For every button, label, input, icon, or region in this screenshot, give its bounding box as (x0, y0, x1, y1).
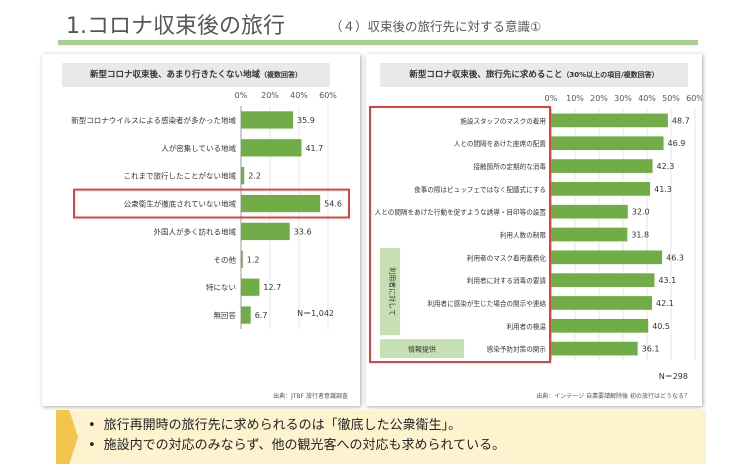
left-chart-bar (241, 278, 260, 296)
summary-box: 旅行再開時の旅行先に求められるのは「徹底した公衆衛生」。 施設内での対応のみなら… (56, 410, 706, 464)
right-chart-highlight-box (369, 106, 551, 363)
right-chart-bar (551, 136, 664, 151)
left-chart-bar (241, 139, 302, 157)
right-chart-x-tick-label: 40% (638, 94, 656, 103)
left-chart-category-label: 新型コロナウイルスによる感染者が多かった地域 (71, 115, 236, 125)
right-chart-category-label: 施設スタッフのマスクの着用 (460, 116, 546, 125)
title-underline (58, 40, 698, 45)
right-chart-value-label: 42.3 (657, 162, 675, 171)
left-chart-value-label: 1.2 (247, 255, 260, 264)
right-chart-x-tick-label: 60% (686, 94, 702, 103)
left-chart-value-label: 33.6 (294, 227, 312, 236)
left-bar-chart: 0% 20% 40% 60% 35.9 新型コロナウイルスによる感染者が多かった地域 41.… (71, 91, 350, 329)
left-chart-bar (241, 222, 290, 241)
right-chart-bar (551, 296, 653, 310)
summary-item: 旅行再開時の旅行先に求められるのは「徹底した公衆衛生」。 (88, 416, 505, 436)
left-chart-panel: 新型コロナ収束後、あまり行きたくない地域（複数回答） 0% 20% 40% 60% 35… (42, 54, 360, 406)
right-chart-bar (551, 113, 668, 128)
right-chart-panel: 新型コロナ収束後、旅行先に求めること（30%以上の項目/複数回答） 0% 10% 2… (366, 54, 702, 406)
right-chart-group-band (380, 247, 400, 336)
right-chart-category-label: 利用人数の制限 (500, 231, 547, 240)
right-chart-group-band (380, 339, 464, 358)
left-chart-title-note: （複数回答） (260, 71, 302, 79)
left-chart-category-label: 外国人が多く訪れる地域 (154, 226, 237, 236)
right-chart-category-label: 人との間隔をあけた座席の配置 (454, 139, 547, 148)
left-chart-bar (241, 250, 243, 268)
right-chart-bar (551, 159, 653, 173)
summary-item: 施設内での対応のみならず、他の観光客への対応も求められている。 (88, 436, 505, 456)
right-chart-bar (551, 182, 651, 196)
left-chart-value-label: 12.7 (263, 283, 281, 292)
left-chart-bar (241, 167, 245, 185)
left-chart-x-tick-label: 20% (261, 91, 279, 100)
left-chart-bar (241, 111, 294, 129)
page-title: 1.コロナ収束後の旅行 (66, 14, 285, 39)
left-chart-category-label: 特にない (206, 282, 236, 292)
left-chart-value-label: 6.7 (255, 311, 268, 320)
right-chart-x-tick-label: 50% (662, 94, 680, 103)
right-chart-title-note: （30%以上の項目/複数回答） (562, 71, 659, 79)
right-chart-category-label: 接触箇所の定期的な消毒 (473, 162, 546, 171)
left-chart-category-label: これまで旅行したことがない地域 (124, 171, 237, 181)
right-chart-bar (551, 341, 638, 356)
left-chart-value-label: 35.9 (297, 116, 315, 125)
right-chart-category-label: 食事の際はビュッフェではなく配膳式にする (414, 185, 546, 194)
title-bar: 1.コロナ収束後の旅行 （４）収束後の旅行先に対する意識① (58, 6, 718, 45)
right-chart-bar (551, 273, 655, 287)
left-chart-x-tick-label: 0% (235, 91, 248, 100)
left-chart-x-tick-label: 60% (319, 91, 337, 100)
right-chart-category-label: 利用者に感染が生じた場合の開示や連絡 (427, 299, 546, 308)
right-chart-n-label: N＝298 (659, 372, 688, 381)
right-chart-bar (551, 250, 663, 265)
right-chart-source: 出典：インテージ 自粛要請解除後 初の旅行はどうなる？ (536, 393, 690, 400)
left-chart-category-label: 無回答 (214, 310, 237, 320)
right-chart-value-label: 36.1 (642, 345, 660, 354)
left-chart-x-tick-label: 40% (290, 91, 308, 100)
right-chart-category-label: 利用者のマスク着用義務化 (467, 253, 547, 262)
right-chart-x-tick-label: 30% (614, 94, 632, 103)
right-chart-value-label: 40.5 (652, 322, 670, 331)
right-chart-title: 新型コロナ収束後、旅行先に求めること（30%以上の項目/複数回答） (380, 63, 688, 87)
right-chart-value-label: 48.7 (672, 116, 690, 125)
left-chart-value-label: 54.6 (324, 200, 342, 209)
right-chart-value-label: 32.0 (632, 208, 650, 217)
right-chart-bar (551, 318, 649, 333)
page-subtitle: （４）収束後の旅行先に対する意識① (330, 19, 542, 34)
right-chart-x-tick-label: 0% (545, 94, 558, 103)
left-chart-n-label: N＝1,042 (297, 309, 334, 318)
left-chart-category-label: 人が密集している地域 (161, 143, 236, 153)
left-chart-highlight-box (73, 188, 350, 219)
right-chart-group-label: 利用者に対して (388, 267, 397, 316)
left-chart-bar (241, 194, 321, 213)
right-chart-category-label: 利用者に対する消毒の要請 (467, 276, 547, 285)
left-chart-category-label: 公衆衛生が徹底されていない地域 (124, 199, 237, 209)
right-chart-value-label: 41.3 (654, 185, 672, 194)
left-chart-title-text: 新型コロナ収束後、あまり行きたくない地域 (89, 70, 260, 80)
left-chart-value-label: 41.7 (305, 144, 323, 153)
right-chart-bar (551, 227, 628, 242)
right-chart-value-label: 43.1 (658, 276, 676, 285)
right-chart-value-label: 46.3 (666, 253, 684, 262)
right-chart-value-label: 46.9 (668, 139, 686, 148)
right-chart-bar (551, 204, 628, 219)
left-chart-source: 出典：JTBF 旅行者意識調査 (273, 393, 348, 400)
right-chart-category-label: 利用者の検温 (506, 322, 546, 331)
left-chart-title: 新型コロナ収束後、あまり行きたくない地域（複数回答） (62, 63, 330, 87)
left-chart-bar (241, 306, 251, 324)
summary-arrow-icon (56, 410, 78, 464)
summary-list: 旅行再開時の旅行先に求められるのは「徹底した公衆衛生」。 施設内での対応のみなら… (88, 416, 505, 456)
right-chart-value-label: 31.8 (631, 231, 649, 240)
right-chart-title-text: 新型コロナ収束後、旅行先に求めること (409, 70, 563, 80)
right-bar-chart: 0% 10% 20% 30% 40% 50% 60% 48.7 施設スタッフのマスクの着用 46.… (369, 94, 702, 381)
left-chart-category-label: その他 (214, 254, 237, 264)
right-chart-x-tick-label: 10% (566, 94, 584, 103)
right-chart-group-label: 情報提供 (408, 345, 436, 354)
right-chart-category-label: 感染予防対策の開示 (487, 345, 547, 354)
left-chart-value-label: 2.2 (248, 172, 261, 181)
right-chart-value-label: 42.1 (656, 299, 674, 308)
right-chart-category-label: 人との間隔をあけた行動を促すような誘導・目印等の設置 (375, 208, 547, 217)
right-chart-x-tick-label: 20% (590, 94, 608, 103)
